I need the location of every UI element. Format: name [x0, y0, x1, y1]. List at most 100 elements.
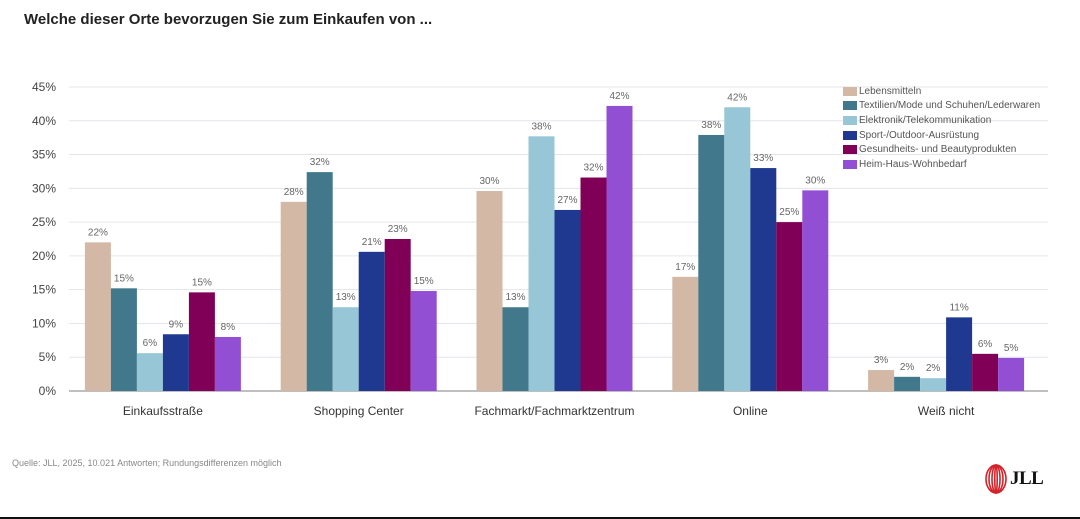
bar	[946, 317, 973, 391]
data-label: 32%	[583, 163, 603, 174]
bar	[606, 105, 633, 391]
data-label: 22%	[88, 227, 108, 238]
bar	[554, 209, 581, 391]
y-tick-label: 45%	[32, 80, 56, 94]
bar	[894, 376, 921, 391]
x-tick-label: Online	[733, 404, 768, 418]
data-label: 15%	[114, 273, 134, 284]
data-label: 28%	[284, 187, 304, 198]
legend-item: Lebensmitteln	[843, 84, 1040, 99]
legend-label: Lebensmitteln	[859, 85, 922, 97]
bar	[868, 370, 895, 391]
bar	[136, 353, 163, 391]
data-label: 42%	[609, 91, 629, 102]
legend: Lebensmitteln Textilien/Mode und Schuhen/…	[843, 84, 1040, 172]
legend-label: Sport-/Outdoor-Ausrüstung	[859, 129, 980, 141]
data-label: 9%	[169, 319, 184, 330]
data-label: 3%	[874, 355, 889, 366]
legend-item: Elektronik/Telekommunikation	[843, 113, 1040, 128]
legend-swatch	[843, 159, 857, 169]
bar	[580, 177, 607, 391]
bar	[724, 107, 751, 392]
bar	[162, 334, 189, 391]
data-label: 15%	[192, 277, 212, 288]
bar	[410, 291, 437, 391]
data-label: 25%	[779, 207, 799, 218]
bar	[972, 353, 999, 391]
data-label: 21%	[362, 237, 382, 248]
bar	[698, 134, 725, 391]
legend-item: Textilien/Mode und Schuhen/Lederwaren	[843, 99, 1040, 114]
y-tick-label: 0%	[39, 384, 57, 398]
data-label: 13%	[505, 292, 525, 303]
bar	[280, 201, 307, 391]
bar	[188, 292, 215, 391]
x-tick-label: Fachmarkt/Fachmarktzentrum	[474, 404, 634, 418]
data-label: 11%	[949, 302, 968, 313]
bar	[672, 276, 699, 391]
legend-item: Gesundheits- und Beautyprodukten	[843, 142, 1040, 157]
data-label: 5%	[1004, 343, 1019, 354]
bar	[306, 172, 333, 391]
legend-swatch	[843, 130, 857, 140]
data-label: 42%	[727, 92, 747, 103]
legend-swatch	[843, 115, 857, 125]
bar	[776, 222, 803, 391]
bar	[384, 239, 411, 391]
legend-swatch	[843, 101, 857, 111]
legend-label: Heim-Haus-Wohnbedarf	[859, 158, 967, 170]
bar	[528, 136, 555, 391]
bar	[502, 307, 529, 391]
legend-label: Textilien/Mode und Schuhen/Lederwaren	[859, 100, 1041, 112]
bar	[750, 168, 777, 391]
data-label: 38%	[531, 121, 551, 132]
source-note: Quelle: JLL, 2025, 10.021 Antworten; Run…	[12, 458, 282, 468]
bar	[476, 191, 503, 391]
jll-logo-icon	[985, 464, 1007, 494]
y-tick-label: 25%	[32, 215, 56, 229]
data-label: 30%	[479, 176, 499, 187]
data-label: 15%	[414, 276, 434, 287]
x-tick-label: Weiß nicht	[918, 404, 975, 418]
bar	[332, 307, 359, 391]
y-tick-label: 30%	[32, 181, 56, 195]
x-tick-label: Einkaufsstraße	[123, 404, 203, 418]
data-label: 33%	[753, 153, 773, 164]
data-label: 38%	[701, 120, 721, 131]
bar	[84, 242, 111, 391]
data-label: 6%	[143, 338, 158, 349]
y-tick-label: 35%	[32, 148, 56, 162]
jll-logo: JLL	[985, 464, 1044, 494]
data-label: 23%	[388, 224, 408, 235]
legend-item: Sport-/Outdoor-Ausrüstung	[843, 128, 1040, 143]
y-tick-label: 5%	[39, 350, 57, 364]
data-label: 17%	[675, 262, 695, 273]
data-label: 6%	[978, 339, 993, 350]
y-tick-label: 15%	[32, 283, 56, 297]
bar	[998, 357, 1025, 391]
data-label: 30%	[805, 175, 825, 186]
bar	[214, 336, 241, 391]
data-label: 8%	[221, 322, 236, 333]
data-label: 2%	[900, 362, 915, 373]
legend-label: Gesundheits- und Beautyprodukten	[859, 144, 1017, 156]
bar	[110, 288, 137, 391]
data-label: 27%	[557, 195, 577, 206]
data-label: 13%	[336, 292, 356, 303]
legend-swatch	[843, 145, 857, 155]
data-label: 2%	[926, 363, 941, 374]
data-label: 32%	[310, 157, 330, 168]
jll-logo-text: JLL	[1010, 468, 1044, 489]
y-tick-label: 20%	[32, 249, 56, 263]
legend-swatch	[843, 86, 857, 96]
legend-label: Elektronik/Telekommunikation	[859, 114, 992, 126]
bar	[358, 251, 385, 391]
y-tick-label: 40%	[32, 114, 56, 128]
bar	[802, 190, 829, 391]
x-tick-label: Shopping Center	[314, 404, 404, 418]
legend-item: Heim-Haus-Wohnbedarf	[843, 157, 1040, 172]
bar	[920, 378, 947, 391]
y-tick-label: 10%	[32, 316, 56, 330]
